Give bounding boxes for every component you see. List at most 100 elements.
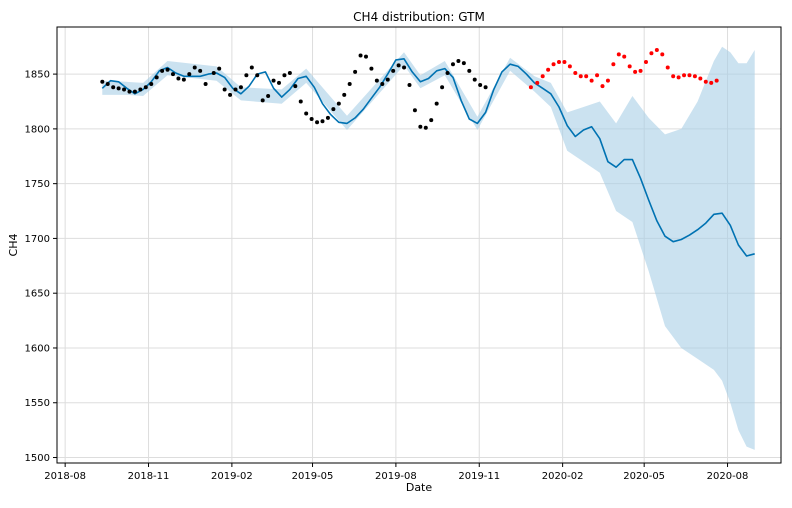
actual-future-point: [589, 78, 594, 83]
observed-point: [105, 81, 110, 86]
observed-point: [472, 77, 477, 82]
x-tick-label: 2018-08: [44, 471, 86, 482]
observed-point: [369, 66, 374, 71]
actual-future-point: [556, 60, 561, 65]
y-tick-label: 1550: [25, 398, 50, 409]
actual-future-point: [687, 73, 692, 78]
observed-point: [282, 73, 287, 78]
observed-point: [450, 62, 455, 67]
x-tick-label: 2018-11: [128, 471, 170, 482]
observed-point: [456, 58, 461, 63]
actual-future-point: [578, 74, 583, 79]
observed-point: [170, 72, 175, 77]
actual-future-point: [551, 62, 556, 67]
observed-point: [336, 101, 341, 106]
observed-point: [358, 53, 363, 58]
observed-point: [287, 71, 292, 76]
observed-point: [440, 85, 445, 90]
actual-future-point: [714, 78, 719, 83]
actual-future-point: [682, 73, 687, 78]
observed-point: [429, 118, 434, 123]
observed-point: [211, 71, 216, 76]
observed-point: [154, 75, 159, 80]
x-tick-label: 2019-11: [458, 471, 500, 482]
observed-point: [111, 85, 116, 90]
observed-point: [132, 89, 137, 94]
actual-future-point: [665, 65, 670, 70]
observed-point: [165, 67, 170, 72]
observed-point: [138, 87, 143, 92]
observed-point: [331, 107, 336, 112]
actual-future-point: [660, 52, 665, 57]
observed-point: [249, 65, 254, 70]
observed-point: [100, 79, 105, 84]
observed-point: [143, 85, 148, 90]
actual-future-point: [605, 78, 610, 83]
observed-point: [293, 84, 298, 89]
observed-point: [342, 92, 347, 97]
actual-future-point: [611, 62, 616, 67]
observed-point: [127, 89, 132, 94]
observed-point: [217, 66, 222, 71]
x-axis-label: Date: [406, 481, 433, 494]
x-tick-label: 2020-08: [707, 471, 749, 482]
chart-title: CH4 distribution: GTM: [353, 10, 485, 24]
actual-future-point: [671, 74, 676, 79]
observed-point: [402, 65, 407, 70]
actual-future-point: [528, 85, 533, 90]
uncertainty-band-layer: [102, 46, 755, 450]
observed-points-layer: [100, 53, 488, 130]
observed-point: [467, 68, 472, 73]
observed-point: [228, 92, 233, 97]
x-axis-ticks: 2018-08 2018-11 2019-02 2019-05 2019-08 2019-…: [44, 463, 748, 482]
observed-point: [176, 76, 181, 81]
actual-future-point: [600, 84, 605, 89]
observed-point: [116, 86, 121, 91]
observed-point: [122, 87, 127, 92]
actual-future-point: [573, 71, 578, 76]
actual-future-point: [627, 64, 632, 69]
observed-point: [187, 72, 192, 77]
y-tick-label: 1600: [25, 343, 50, 354]
y-tick-label: 1800: [25, 124, 50, 135]
actual-future-point: [638, 68, 643, 73]
actual-future-point: [584, 74, 589, 79]
observed-point: [434, 101, 439, 106]
uncertainty-band: [102, 46, 755, 450]
actual-future-point: [595, 73, 600, 78]
actual-future-point: [567, 64, 572, 69]
actual-future-point: [692, 74, 697, 79]
x-tick-label: 2020-05: [623, 471, 665, 482]
observed-point: [198, 68, 203, 73]
actual-future-point: [546, 67, 551, 72]
x-tick-label: 2019-05: [292, 471, 334, 482]
observed-point: [222, 87, 227, 92]
x-tick-label: 2019-08: [375, 471, 417, 482]
actual-future-point: [633, 69, 638, 74]
actual-future-point: [616, 52, 621, 57]
observed-point: [149, 81, 154, 86]
observed-point: [203, 81, 208, 86]
observed-point: [298, 99, 303, 104]
actual-future-point: [654, 48, 659, 53]
actual-future-point: [540, 74, 545, 79]
observed-point: [347, 81, 352, 86]
y-tick-label: 1650: [25, 289, 50, 300]
forecast-line: [101, 57, 755, 257]
observed-point: [233, 87, 238, 92]
observed-point: [363, 54, 368, 59]
y-tick-label: 1500: [25, 453, 50, 464]
actual-future-point: [703, 79, 708, 84]
observed-point: [266, 94, 271, 99]
y-tick-label: 1700: [25, 234, 50, 245]
observed-point: [353, 69, 358, 74]
observed-point: [325, 115, 330, 120]
actual-future-points-layer: [528, 48, 719, 90]
observed-point: [192, 65, 197, 70]
x-tick-label: 2020-02: [542, 471, 584, 482]
observed-point: [423, 125, 428, 130]
y-tick-label: 1750: [25, 179, 50, 190]
observed-point: [418, 124, 423, 129]
actual-future-point: [535, 80, 540, 85]
